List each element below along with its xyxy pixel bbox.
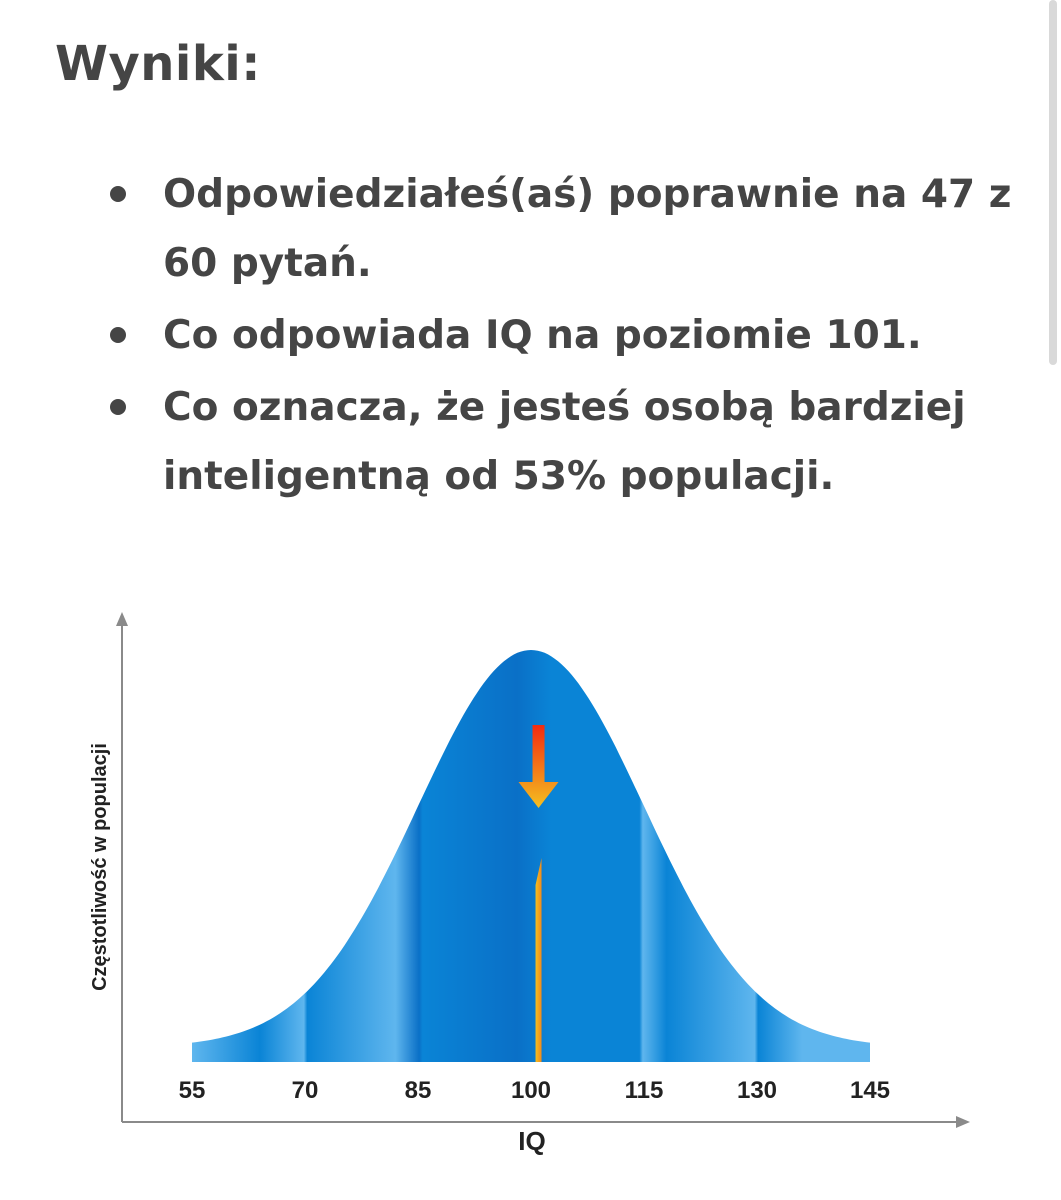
x-tick-label: 70 <box>292 1077 319 1104</box>
x-tick-label: 55 <box>179 1077 206 1104</box>
x-tick-labels: 55 70 85 100 115 130 145 <box>179 1077 890 1104</box>
distribution-curve <box>192 650 870 1062</box>
bullet-icon <box>110 327 126 343</box>
bullet-icon <box>110 399 126 415</box>
scrollbar[interactable] <box>1049 0 1057 365</box>
x-axis-label: IQ <box>518 1126 545 1156</box>
x-tick-label: 100 <box>511 1077 551 1104</box>
result-item-text: Odpowiedziałeś(aś) poprawnie na 47 z 60 … <box>163 172 1012 286</box>
score-marker-line <box>535 858 542 1062</box>
iq-distribution-chart: 55 70 85 100 115 130 145 IQ Częstotliwość w po… <box>89 612 970 1156</box>
result-item-percentile: Co oznacza, że jesteś osobą bardziej int… <box>106 373 1026 511</box>
result-item-text: Co odpowiada IQ na poziomie 101. <box>163 313 922 358</box>
x-tick-label: 145 <box>850 1077 890 1104</box>
x-tick-label: 115 <box>625 1077 664 1104</box>
y-axis-label: Częstotliwość w populacji <box>89 743 111 991</box>
results-heading: Wyniki: <box>55 36 261 92</box>
result-item-score: Odpowiedziałeś(aś) poprawnie na 47 z 60 … <box>106 160 1026 298</box>
down-arrow-icon <box>518 725 559 808</box>
result-item-text: Co oznacza, że jesteś osobą bardziej int… <box>163 385 966 499</box>
bullet-icon <box>110 186 126 202</box>
x-tick-label: 130 <box>737 1077 777 1104</box>
x-tick-label: 85 <box>405 1077 432 1104</box>
results-list: Odpowiedziałeś(aś) poprawnie na 47 z 60 … <box>106 160 1026 514</box>
y-axis-arrow-icon <box>116 612 128 626</box>
x-axis-arrow-icon <box>956 1116 970 1128</box>
result-item-iq: Co odpowiada IQ na poziomie 101. <box>106 301 1026 370</box>
